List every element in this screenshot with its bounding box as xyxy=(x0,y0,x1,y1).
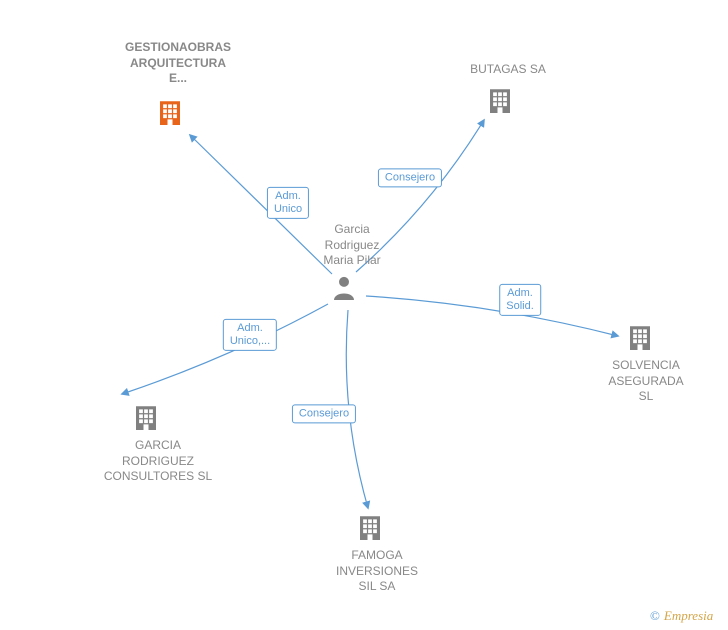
edge-label: Consejero xyxy=(292,404,356,423)
edge-label: Consejero xyxy=(378,168,442,187)
node-label: SOLVENCIA ASEGURADA SL xyxy=(608,358,683,405)
edge-label: Adm. Unico xyxy=(267,187,309,219)
node-label: FAMOGA INVERSIONES SIL SA xyxy=(336,548,418,595)
diagram-canvas: Garcia Rodriguez Maria Pilar GESTIONAOBR… xyxy=(0,0,728,630)
watermark: © Empresia xyxy=(650,608,713,624)
building-icon xyxy=(355,513,385,548)
watermark-text: Empresia xyxy=(664,608,713,623)
edge xyxy=(190,135,332,274)
center-node-label: Garcia Rodriguez Maria Pilar xyxy=(323,222,380,269)
node-label: GESTIONAOBRAS ARQUITECTURA E... xyxy=(125,40,231,87)
node-label: GARCIA RODRIGUEZ CONSULTORES SL xyxy=(104,438,212,485)
building-icon xyxy=(155,98,185,133)
node-label: BUTAGAS SA xyxy=(470,62,546,78)
copyright-symbol: © xyxy=(650,608,660,623)
building-icon xyxy=(485,86,515,121)
building-icon xyxy=(625,323,655,358)
edge-label: Adm. Solid. xyxy=(499,284,541,316)
building-icon xyxy=(131,403,161,438)
edge-label: Adm. Unico,... xyxy=(223,319,277,351)
edge xyxy=(366,296,618,336)
person-icon xyxy=(329,273,359,308)
